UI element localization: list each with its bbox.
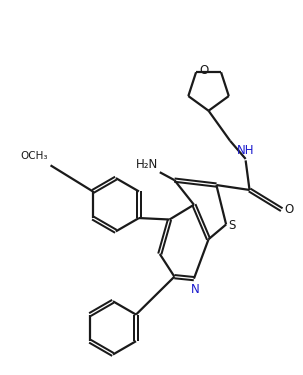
Text: NH: NH [237,144,255,158]
Text: H₂N: H₂N [136,158,158,171]
Text: O: O [200,64,209,77]
Text: OCH₃: OCH₃ [21,151,48,161]
Text: S: S [228,219,236,232]
Text: N: N [191,283,200,296]
Text: O: O [285,203,294,216]
